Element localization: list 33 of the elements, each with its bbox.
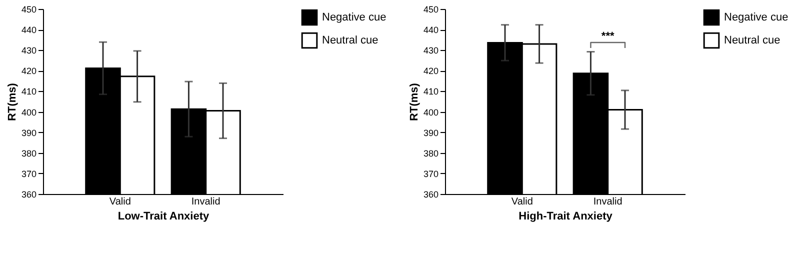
- y-tick-label: 430: [21, 46, 36, 56]
- y-tick-label: 430: [423, 46, 438, 56]
- x-axis-title: High-Trait Anxiety: [518, 210, 614, 222]
- y-tick-label: 410: [423, 86, 438, 97]
- y-tick-label: 450: [21, 4, 36, 14]
- y-tick-label: 390: [423, 128, 438, 138]
- y-axis-title: RT(ms): [6, 82, 18, 121]
- y-tick-label: 400: [21, 107, 36, 118]
- x-tick-label: Invalid: [593, 196, 622, 208]
- legend-label: Neutral cue: [724, 34, 780, 46]
- y-tick-label: 390: [21, 128, 36, 138]
- y-tick-label: 400: [423, 107, 438, 118]
- y-tick-label: 440: [21, 25, 36, 36]
- y-tick-label: 420: [21, 66, 36, 76]
- legend-label: Negative cue: [724, 12, 788, 24]
- legend-label: Neutral cue: [322, 34, 378, 46]
- y-tick-label: 450: [423, 4, 438, 14]
- annotation: ***: [601, 30, 615, 43]
- y-tick-label: 410: [21, 86, 36, 97]
- y-tick-label: 380: [423, 148, 438, 158]
- y-tick-label: 370: [423, 168, 438, 179]
- x-axis-title: Low-Trait Anxiety: [118, 210, 210, 222]
- legend-label: Negative cue: [322, 12, 386, 24]
- x-tick-label: Valid: [109, 196, 131, 208]
- x-tick-label: Valid: [511, 196, 533, 208]
- y-tick-label: 380: [21, 148, 36, 158]
- x-tick-label: Invalid: [191, 196, 220, 208]
- y-tick-label: 420: [423, 66, 438, 76]
- y-tick-label: 360: [21, 190, 36, 200]
- y-tick-label: 370: [21, 168, 36, 179]
- y-tick-label: 440: [423, 25, 438, 36]
- y-tick-label: 360: [423, 190, 438, 200]
- y-axis-title: RT(ms): [408, 82, 420, 121]
